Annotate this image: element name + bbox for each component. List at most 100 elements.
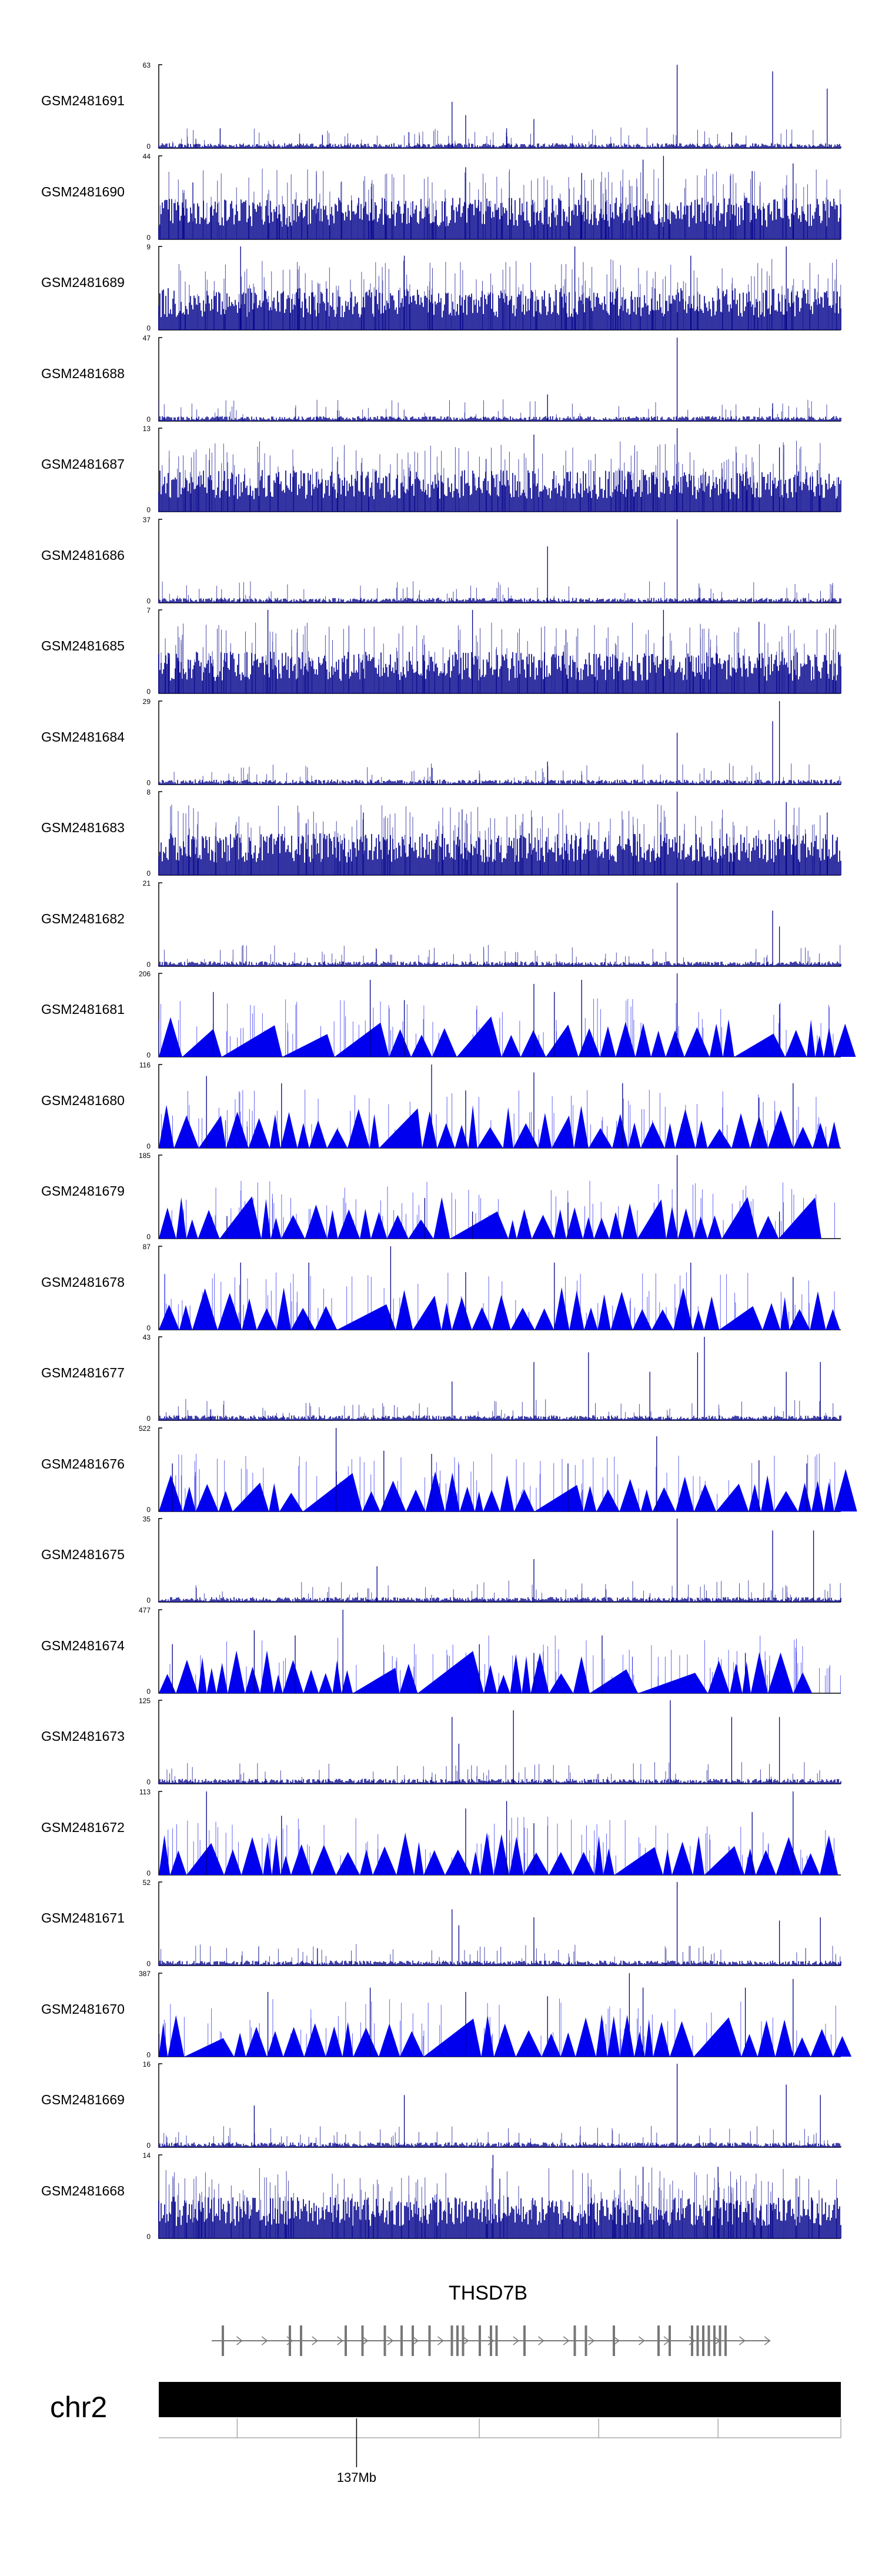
track-plot — [158, 1609, 841, 1694]
y-min-tick-label: 0 — [146, 1142, 151, 1150]
signal-bars — [161, 1944, 841, 1966]
signal-series — [159, 1246, 840, 1330]
strand-arrow — [513, 2336, 519, 2345]
track-plot — [158, 882, 841, 967]
track-name: GSM2481670 — [41, 2001, 125, 2017]
y-max-tick-label: 52 — [142, 1878, 151, 1887]
signal-bars — [165, 2167, 837, 2238]
signal-series — [158, 973, 856, 1057]
track-plot — [158, 1700, 841, 1784]
signal-series — [158, 1337, 841, 1420]
track-GSM2481677: GSM2481677 43 0 — [0, 1333, 882, 1425]
strand-arrow — [412, 2336, 419, 2345]
signal-area — [159, 1287, 840, 1330]
y-max-tick-label: 9 — [146, 243, 151, 251]
signal-area — [159, 1832, 838, 1875]
gene-exon — [719, 2325, 721, 2356]
track-GSM2481690: GSM2481690 44 0 — [0, 152, 882, 244]
track-GSM2481670: GSM2481670 387 0 — [0, 1969, 882, 2061]
gene-exon — [479, 2325, 481, 2356]
track-GSM2481681: GSM2481681 206 0 — [0, 970, 882, 1062]
y-max-tick-label: 37 — [142, 515, 151, 524]
track-name: GSM2481687 — [41, 456, 125, 472]
track-GSM2481680: GSM2481680 116 0 — [0, 1061, 882, 1153]
track-plot — [158, 1063, 841, 1149]
y-max-tick-label: 387 — [139, 1969, 151, 1978]
track-name: GSM2481684 — [41, 729, 125, 745]
strand-arrow — [261, 2336, 268, 2345]
y-min-tick-label: 0 — [146, 778, 151, 787]
axis-line — [158, 2063, 841, 2148]
y-max-tick-label: 21 — [142, 879, 151, 887]
signal-series — [159, 1155, 835, 1239]
signal-area — [159, 1469, 857, 1511]
axis-line — [158, 1881, 841, 1966]
y-max-tick-label: 47 — [142, 333, 151, 342]
strand-arrow — [487, 2336, 495, 2345]
signal-bars — [158, 1597, 841, 1602]
gene-exon — [713, 2325, 716, 2356]
track-name: GSM2481685 — [41, 638, 125, 653]
signal-series — [159, 1427, 857, 1511]
y-min-tick-label: 0 — [146, 2050, 151, 2059]
y-min-tick-label: 0 — [146, 1778, 151, 1786]
signal-bars — [166, 1762, 820, 1784]
gene-exon — [361, 2325, 364, 2356]
track-plot — [158, 1972, 852, 2057]
axis-line — [158, 1700, 841, 1784]
signal-area — [159, 1196, 821, 1239]
track-plot — [158, 246, 841, 331]
gene-exon — [523, 2325, 526, 2356]
track-GSM2481683: GSM2481683 8 0 — [0, 788, 882, 880]
strand-arrow — [538, 2336, 544, 2345]
signal-series — [158, 428, 841, 512]
y-max-tick-label: 63 — [142, 61, 151, 69]
y-min-tick-label: 0 — [146, 1596, 151, 1604]
signal-bars — [158, 1415, 841, 1420]
signal-bars — [161, 622, 841, 693]
track-plot — [158, 1790, 841, 1876]
signal-bars — [172, 127, 814, 148]
strand-arrow — [764, 2336, 771, 2345]
y-max-tick-label: 13 — [142, 425, 151, 433]
strand-arrow — [663, 2336, 670, 2345]
signal-series — [158, 337, 841, 421]
tick-label: 137Mb — [336, 2470, 377, 2485]
track-name: GSM2481673 — [41, 1729, 125, 1744]
y-min-tick-label: 0 — [146, 1960, 151, 1968]
track-plot — [158, 1245, 841, 1330]
y-min-tick-label: 0 — [146, 1414, 151, 1423]
signal-series — [158, 246, 841, 330]
track-name: GSM2481690 — [41, 183, 125, 199]
gene-label: THSD7B — [448, 2282, 528, 2304]
signal-series — [159, 1064, 840, 1148]
track-GSM2481674: GSM2481674 477 0 — [0, 1606, 882, 1698]
track-name: GSM2481672 — [41, 1819, 125, 1835]
track-GSM2481678: GSM2481678 87 0 — [0, 1243, 882, 1334]
signal-bars — [173, 763, 840, 785]
track-name: GSM2481689 — [41, 275, 125, 290]
y-max-tick-label: 477 — [139, 1606, 151, 1614]
track-plot — [158, 791, 841, 876]
track-plot — [158, 1881, 841, 1966]
signal-series — [159, 1791, 838, 1875]
signal-bars — [163, 945, 841, 966]
y-min-tick-label: 0 — [146, 324, 151, 332]
track-GSM2481676: GSM2481676 522 0 — [0, 1424, 882, 1516]
gene-exon — [613, 2325, 615, 2356]
track-GSM2481673: GSM2481673 125 0 — [0, 1697, 882, 1788]
track-name: GSM2481686 — [41, 547, 125, 563]
y-min-tick-label: 0 — [146, 596, 151, 605]
y-min-tick-label: 0 — [146, 1051, 151, 1059]
axis-line — [158, 518, 841, 603]
y-max-tick-label: 44 — [142, 152, 151, 161]
signal-series — [159, 1973, 852, 2057]
track-name: GSM2481679 — [41, 1183, 125, 1199]
track-GSM2481684: GSM2481684 29 0 — [0, 698, 882, 789]
signal-bars — [158, 399, 827, 421]
strand-arrow — [613, 2336, 620, 2345]
y-min-tick-label: 0 — [146, 506, 151, 514]
signal-bars — [160, 168, 841, 239]
y-max-tick-label: 522 — [139, 1424, 151, 1433]
axis-line — [158, 64, 841, 149]
